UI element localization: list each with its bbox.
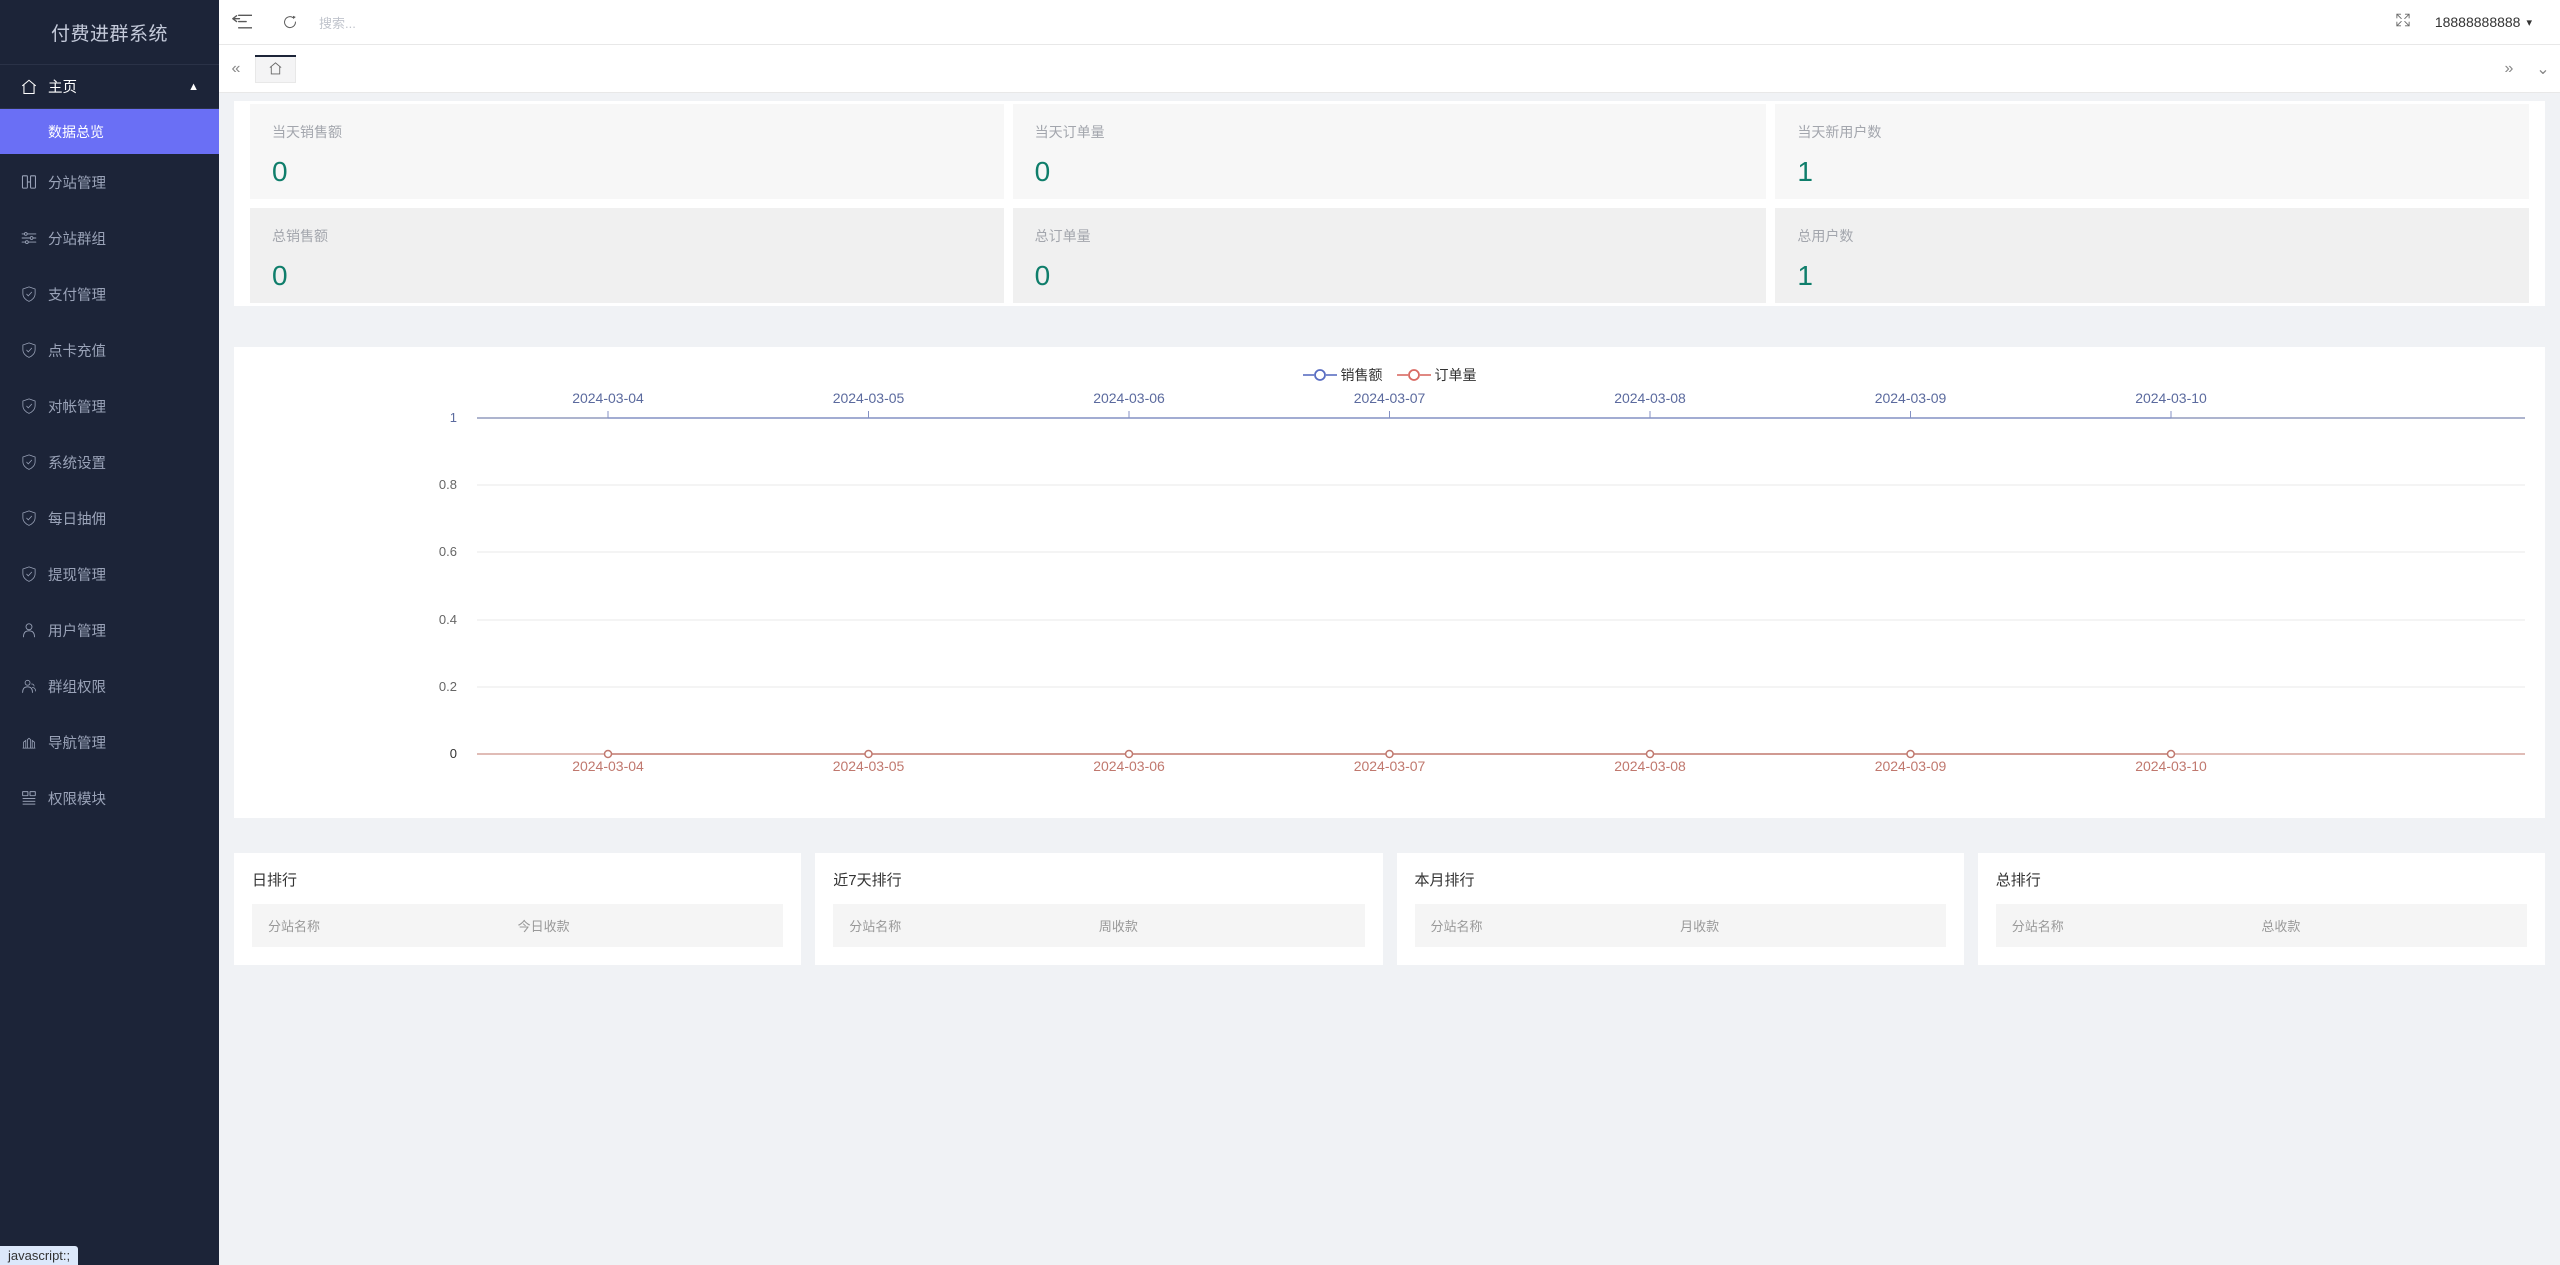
svg-text:2024-03-10: 2024-03-10	[2135, 758, 2207, 774]
svg-text:0.4: 0.4	[439, 612, 457, 627]
svg-text:2024-03-04: 2024-03-04	[572, 390, 644, 406]
svg-text:2024-03-06: 2024-03-06	[1093, 390, 1165, 406]
svg-text:2024-03-07: 2024-03-07	[1354, 758, 1426, 774]
svg-text:0.8: 0.8	[439, 477, 457, 492]
svg-text:2024-03-08: 2024-03-08	[1614, 758, 1686, 774]
svg-text:2024-03-08: 2024-03-08	[1614, 390, 1686, 406]
svg-text:2024-03-05: 2024-03-05	[833, 390, 905, 406]
svg-text:2024-03-07: 2024-03-07	[1354, 390, 1426, 406]
svg-text:2024-03-06: 2024-03-06	[1093, 758, 1165, 774]
svg-text:0: 0	[450, 746, 457, 761]
svg-text:2024-03-09: 2024-03-09	[1875, 390, 1947, 406]
svg-text:0.6: 0.6	[439, 544, 457, 559]
svg-text:2024-03-04: 2024-03-04	[572, 758, 644, 774]
svg-text:2024-03-10: 2024-03-10	[2135, 390, 2207, 406]
svg-text:2024-03-09: 2024-03-09	[1875, 758, 1947, 774]
svg-text:0.2: 0.2	[439, 679, 457, 694]
svg-text:2024-03-05: 2024-03-05	[833, 758, 905, 774]
svg-text:1: 1	[450, 410, 457, 425]
